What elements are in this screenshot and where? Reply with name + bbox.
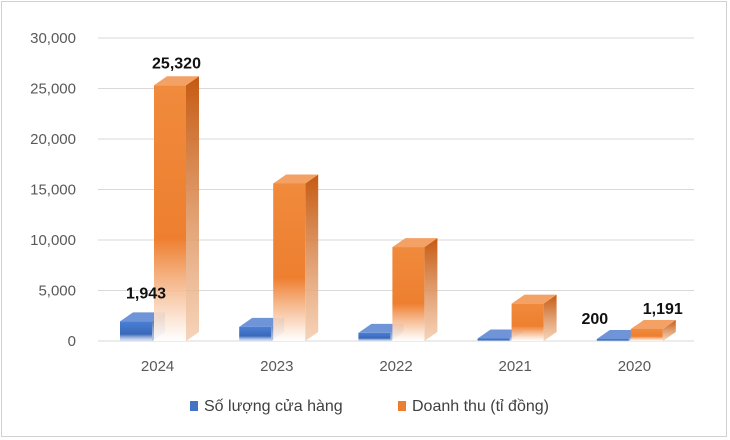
y-tick-label: 20,000 (30, 131, 76, 148)
bar-revenue-2021 (511, 294, 557, 341)
bar-top-face (477, 329, 523, 339)
bar-top-face (392, 238, 438, 248)
x-tick-label-2023: 2023 (260, 358, 293, 375)
bar-top-face (154, 76, 199, 86)
bar-front-face (154, 85, 186, 341)
bar-side-face (305, 174, 319, 341)
bar-top-face (596, 329, 642, 339)
bar-side-face (424, 238, 438, 341)
bar-top-face (630, 319, 676, 329)
bar-front-face (596, 338, 629, 341)
legend-swatch (190, 401, 198, 411)
data-label-revenue-2024: 25,320 (152, 55, 201, 72)
x-tick-label-2024: 2024 (141, 358, 174, 375)
legend-item-stores: Số lượng cửa hàng (190, 398, 343, 415)
x-tick-label-2020: 2020 (618, 358, 651, 375)
x-tick-label-2021: 2021 (499, 358, 532, 375)
bar-revenue-2022 (392, 238, 438, 341)
y-tick-label: 0 (68, 333, 76, 350)
bar-top-face (358, 323, 404, 333)
bar-front-face (511, 303, 544, 341)
bar-side-face (543, 294, 557, 341)
y-tick-label: 5,000 (38, 283, 76, 300)
bar-front-face (273, 183, 306, 341)
bar-revenue-2023 (273, 174, 319, 341)
bar-top-face (511, 294, 557, 304)
bar-front-face (358, 332, 391, 341)
bar-front-face (120, 321, 152, 341)
bar-front-face (477, 338, 510, 341)
bar-revenue-2020 (630, 319, 676, 341)
bar-front-face (239, 326, 272, 341)
bar-top-face (120, 312, 165, 322)
legend-item-revenue: Doanh thu (tỉ đồng) (398, 398, 549, 415)
y-tick-label: 30,000 (30, 30, 76, 47)
bar-front-face (392, 247, 425, 341)
y-tick-label: 25,000 (30, 81, 76, 98)
bar-revenue-2024 (154, 76, 199, 341)
legend-label: Số lượng cửa hàng (204, 398, 343, 415)
data-label-revenue-2020: 1,191 (643, 301, 683, 318)
legend-swatch (398, 401, 406, 411)
bar-side-face (186, 76, 199, 341)
data-label-stores-2024: 1,943 (126, 285, 166, 302)
data-label-stores-2020: 200 (581, 311, 608, 328)
bar-top-face (239, 317, 285, 327)
bar-side-face (662, 319, 676, 341)
bar-top-face (273, 174, 319, 184)
y-tick-label: 10,000 (30, 232, 76, 249)
legend-label: Doanh thu (tỉ đồng) (412, 398, 549, 415)
bar-front-face (630, 328, 663, 341)
x-tick-label-2022: 2022 (379, 358, 412, 375)
y-tick-label: 15,000 (30, 182, 76, 199)
